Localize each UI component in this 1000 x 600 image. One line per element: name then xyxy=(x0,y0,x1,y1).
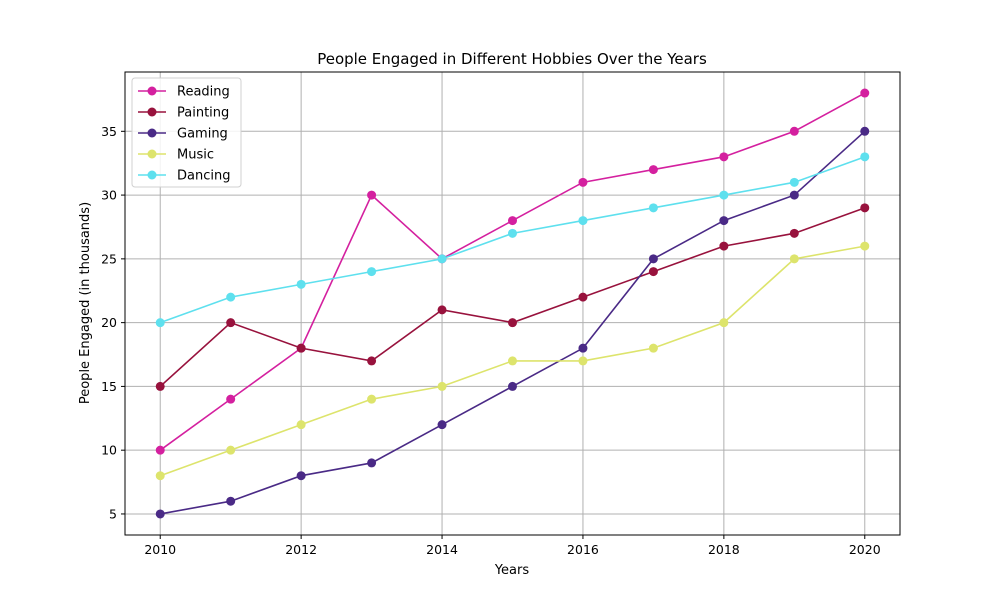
data-point-painting xyxy=(155,381,165,391)
x-tick-label: 2020 xyxy=(849,542,881,557)
data-point-painting xyxy=(437,305,447,315)
plot-frame xyxy=(124,71,901,536)
data-point-gaming xyxy=(437,420,447,430)
legend-marker-swatch xyxy=(147,149,157,159)
data-point-reading xyxy=(226,394,236,404)
series-layer xyxy=(155,88,870,519)
data-point-reading xyxy=(155,445,165,455)
x-tick-label: 2012 xyxy=(285,542,317,557)
legend-marker-swatch xyxy=(147,128,157,138)
data-point-reading xyxy=(648,165,658,175)
data-point-music xyxy=(578,356,588,366)
series-reading xyxy=(155,88,870,455)
y-tick-label: 5 xyxy=(109,506,117,521)
data-point-music xyxy=(648,343,658,353)
data-point-painting xyxy=(578,292,588,302)
data-point-dancing xyxy=(578,216,588,226)
data-point-music xyxy=(508,356,517,366)
legend-marker-swatch xyxy=(147,107,157,117)
x-tick-label: 2016 xyxy=(567,542,599,557)
data-point-gaming xyxy=(860,126,870,136)
data-point-music xyxy=(437,381,447,391)
data-point-music xyxy=(367,394,377,404)
data-point-dancing xyxy=(226,292,236,302)
legend-label: Dancing xyxy=(177,169,230,184)
data-point-painting xyxy=(789,228,799,238)
legend-item: Reading xyxy=(138,85,230,100)
data-point-painting xyxy=(296,343,306,353)
legend-item: Painting xyxy=(138,106,229,121)
data-point-painting xyxy=(648,267,658,277)
data-point-gaming xyxy=(226,496,236,506)
data-point-dancing xyxy=(789,177,799,187)
y-axis-label: People Engaged (in thousands) xyxy=(78,202,93,404)
data-point-painting xyxy=(367,356,377,366)
series-gaming xyxy=(155,126,870,519)
y-axis-ticks: 5 10 15 20 25 30 35 xyxy=(101,124,125,521)
data-point-dancing xyxy=(437,254,447,264)
legend-item: Dancing xyxy=(138,169,230,184)
y-tick-label: 20 xyxy=(101,315,117,330)
data-point-dancing xyxy=(296,279,306,289)
x-tick-label: 2018 xyxy=(708,542,740,557)
data-point-dancing xyxy=(367,267,377,277)
data-point-gaming xyxy=(648,254,658,264)
data-point-painting xyxy=(719,241,729,251)
data-point-reading xyxy=(367,190,377,200)
series-line-reading xyxy=(159,92,866,451)
legend-label: Music xyxy=(177,148,214,163)
chart-title: People Engaged in Different Hobbies Over… xyxy=(317,50,707,68)
legend: Reading Painting Gaming Music Dancing xyxy=(131,77,242,188)
data-point-painting xyxy=(860,203,870,213)
legend-box xyxy=(131,77,242,188)
data-point-reading xyxy=(719,152,729,162)
data-point-gaming xyxy=(367,458,377,468)
data-point-music xyxy=(789,254,799,264)
y-tick-label: 25 xyxy=(101,251,117,266)
y-tick-label: 35 xyxy=(101,124,117,139)
data-point-dancing xyxy=(155,318,165,328)
data-point-painting xyxy=(226,318,236,328)
data-point-reading xyxy=(789,126,799,136)
data-point-gaming xyxy=(789,190,799,200)
data-point-reading xyxy=(860,88,870,98)
data-point-gaming xyxy=(719,216,729,226)
data-point-music xyxy=(155,471,165,481)
data-point-gaming xyxy=(578,343,588,353)
series-dancing xyxy=(155,152,870,328)
data-point-reading xyxy=(508,216,517,226)
data-point-music xyxy=(719,318,729,328)
data-point-music xyxy=(860,241,870,251)
legend-label: Reading xyxy=(177,85,230,100)
x-tick-label: 2014 xyxy=(426,542,458,557)
series-music xyxy=(155,241,870,481)
data-point-gaming xyxy=(508,381,517,391)
data-point-gaming xyxy=(296,471,306,481)
legend-label: Painting xyxy=(177,106,229,121)
legend-item: Music xyxy=(138,148,214,163)
data-point-dancing xyxy=(719,190,729,200)
y-tick-label: 10 xyxy=(101,443,117,458)
x-axis-ticks: 2010 2012 2014 2016 2018 2020 xyxy=(144,535,881,557)
data-point-gaming xyxy=(155,509,165,519)
data-point-music xyxy=(296,420,306,430)
data-point-dancing xyxy=(648,203,658,213)
data-point-dancing xyxy=(860,152,870,162)
data-point-dancing xyxy=(508,228,517,238)
data-point-reading xyxy=(578,177,588,187)
series-painting xyxy=(155,203,870,391)
data-point-music xyxy=(226,445,236,455)
x-axis-label: Years xyxy=(494,563,530,578)
y-tick-label: 15 xyxy=(101,379,117,394)
legend-item: Gaming xyxy=(138,127,228,142)
legend-marker-swatch xyxy=(147,170,157,180)
legend-label: Gaming xyxy=(177,127,228,142)
x-tick-label: 2010 xyxy=(144,542,176,557)
y-tick-label: 30 xyxy=(101,188,117,203)
legend-marker-swatch xyxy=(147,86,157,96)
data-point-painting xyxy=(508,318,517,328)
